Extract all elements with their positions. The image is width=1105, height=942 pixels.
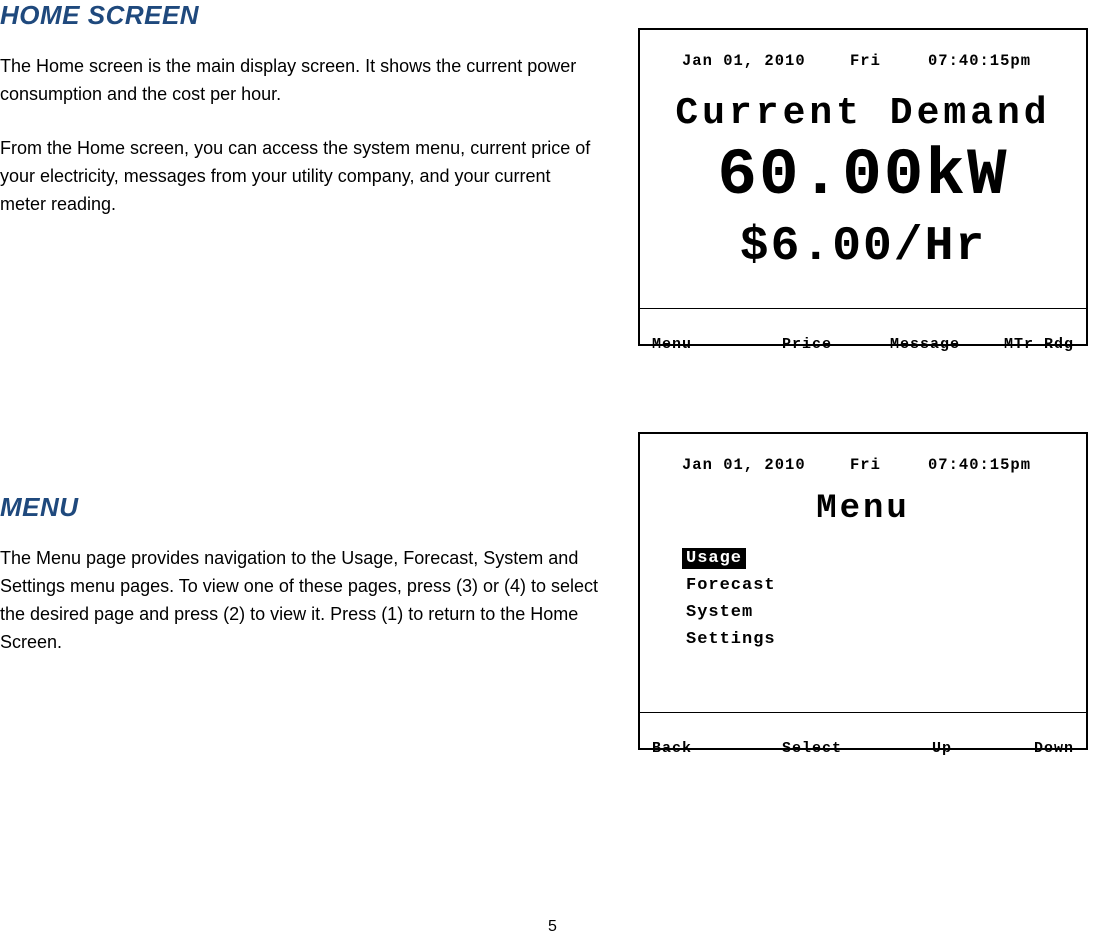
softkey-select[interactable]: Select xyxy=(782,740,842,757)
menu-list: Usage Forecast System Settings xyxy=(682,548,780,656)
paragraph-home-2: From the Home screen, you can access the… xyxy=(0,135,600,219)
softkey-back[interactable]: Back xyxy=(652,740,692,757)
status-day: Fri xyxy=(850,52,881,70)
section-home-screen: HOME SCREEN The Home screen is the main … xyxy=(0,0,600,218)
divider xyxy=(640,308,1086,309)
softkey-menu[interactable]: Menu xyxy=(652,336,692,353)
menu-item-system[interactable]: System xyxy=(682,602,757,623)
device-screenshot-menu: Jan 01, 2010 Fri 07:40:15pm Menu Usage F… xyxy=(638,432,1088,750)
status-date: Jan 01, 2010 xyxy=(682,456,806,474)
home-title: Current Demand xyxy=(640,92,1086,135)
page-number: 5 xyxy=(0,918,1105,936)
menu-title: Menu xyxy=(640,490,1086,528)
menu-item-usage[interactable]: Usage xyxy=(682,548,746,569)
softkey-mtr-rdg[interactable]: MTr Rdg xyxy=(1004,336,1074,353)
heading-menu: MENU xyxy=(0,492,620,523)
home-cost-value: $6.00/Hr xyxy=(640,220,1086,274)
softkey-up[interactable]: Up xyxy=(932,740,952,757)
paragraph-menu-1: The Menu page provides navigation to the… xyxy=(0,545,620,657)
paragraph-home-1: The Home screen is the main display scre… xyxy=(0,53,600,109)
section-menu: MENU The Menu page provides navigation t… xyxy=(0,492,620,657)
heading-home-screen: HOME SCREEN xyxy=(0,0,600,31)
menu-item-forecast[interactable]: Forecast xyxy=(682,575,780,596)
status-time: 07:40:15pm xyxy=(928,52,1031,70)
divider xyxy=(640,712,1086,713)
softkey-message[interactable]: Message xyxy=(890,336,960,353)
home-power-value: 60.00kW xyxy=(640,138,1086,213)
status-time: 07:40:15pm xyxy=(928,456,1031,474)
softkey-price[interactable]: Price xyxy=(782,336,832,353)
status-date: Jan 01, 2010 xyxy=(682,52,806,70)
softkey-down[interactable]: Down xyxy=(1034,740,1074,757)
menu-item-settings[interactable]: Settings xyxy=(682,629,780,650)
device-screenshot-home: Jan 01, 2010 Fri 07:40:15pm Current Dema… xyxy=(638,28,1088,346)
status-day: Fri xyxy=(850,456,881,474)
